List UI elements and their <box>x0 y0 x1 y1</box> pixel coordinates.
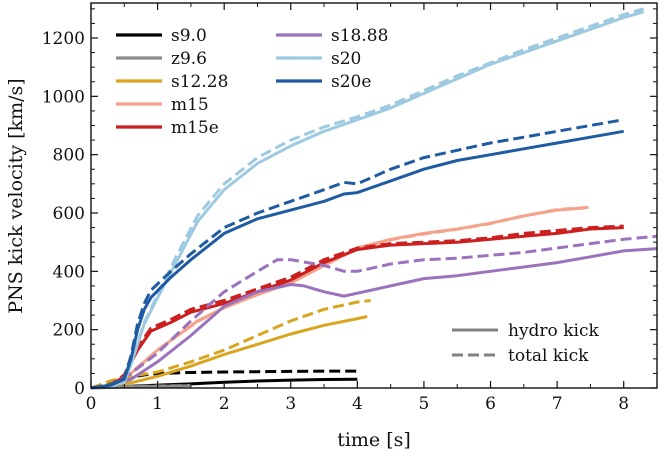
legend-label-m15: m15 <box>171 95 209 115</box>
y-tick-label: 400 <box>53 262 85 282</box>
x-tick-label: 4 <box>352 394 363 414</box>
x-tick-label: 8 <box>618 394 629 414</box>
legend-label-z9.6: z9.6 <box>171 49 207 69</box>
x-tick-label: 0 <box>86 394 97 414</box>
y-tick-label: 1000 <box>42 87 85 107</box>
plot-frame <box>90 2 658 389</box>
ticks-layer: 0 1 2 3 4 5 6 7 8 0 200 400 600 800 1000 1200 <box>42 3 657 414</box>
legend-label-s18.88: s18.88 <box>331 26 388 46</box>
y-tick-label: 1200 <box>42 29 85 49</box>
legend-label-s9.0: s9.0 <box>171 26 207 46</box>
style-legend-label-solid: hydro kick <box>508 321 599 341</box>
style-legend-layer: hydro kick total kick <box>452 321 599 366</box>
x-tick-label: 6 <box>485 394 496 414</box>
x-axis-title: time [s] <box>337 429 411 451</box>
legend-label-s12.28: s12.28 <box>171 72 228 92</box>
style-legend-label-dashed: total kick <box>508 346 589 366</box>
series-line-s20-total <box>90 7 645 390</box>
legend-label-m15e: m15e <box>171 118 219 138</box>
series-line-m15e-total <box>90 224 624 390</box>
x-tick-label: 2 <box>219 394 230 414</box>
legend-label-s20: s20 <box>331 49 361 69</box>
series-line-s20e-total <box>90 118 624 390</box>
series-line-m15e-hydro <box>90 226 624 390</box>
y-tick-label: 200 <box>53 321 85 341</box>
x-tick-label: 1 <box>152 394 163 414</box>
y-tick-label: 800 <box>53 146 85 166</box>
legend-layer: s9.0 z9.6 s12.28 m15 m15e s18.88 s20 s20e <box>116 26 388 138</box>
series-line-s20e-hydro <box>90 129 624 390</box>
series-line-s18.88-total <box>90 234 658 390</box>
x-tick-label: 5 <box>419 394 430 414</box>
x-tick-label: 7 <box>552 394 563 414</box>
y-tick-label: 600 <box>53 204 85 224</box>
x-tick-label: 3 <box>285 394 296 414</box>
series-line-s18.88-hydro <box>90 247 658 390</box>
series-layer <box>90 7 658 390</box>
series-line-s9.0-total <box>90 369 358 390</box>
legend-label-s20e: s20e <box>331 72 371 92</box>
y-tick-label: 0 <box>74 379 85 399</box>
y-axis-title: PNS kick velocity [km/s] <box>5 78 27 313</box>
